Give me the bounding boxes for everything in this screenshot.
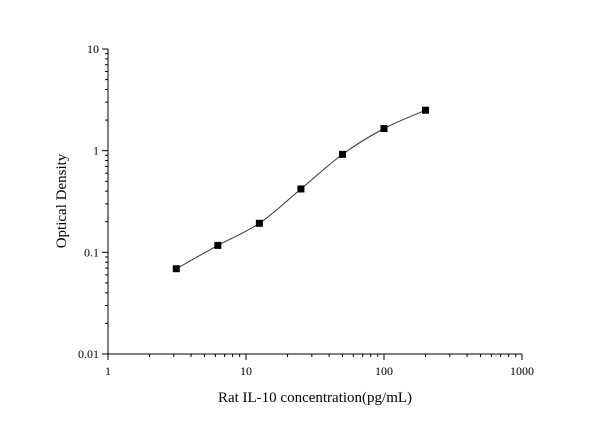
y-axis-label: Optical Density <box>54 153 70 248</box>
y-tick-label: 0.01 <box>78 347 99 361</box>
y-tick-label: 0.1 <box>84 245 99 259</box>
x-tick-label: 1000 <box>510 364 534 378</box>
data-point-marker <box>255 219 263 227</box>
data-point-marker <box>422 106 430 114</box>
data-point-marker <box>380 125 388 133</box>
data-point-marker <box>172 265 180 273</box>
x-axis-ticks: 1 10 100 1000 <box>105 354 534 378</box>
x-tick-label: 1 <box>105 364 111 378</box>
data-point-marker <box>338 150 346 158</box>
data-point-marker <box>297 185 305 193</box>
x-tick-label: 100 <box>375 364 393 378</box>
y-axis-ticks: 0.01 0.1 1 10 <box>78 42 108 361</box>
data-points <box>172 106 430 273</box>
x-axis-label: Rat IL-10 concentration(pg/mL) <box>218 390 412 406</box>
plot-area: 1 10 100 1000 0.01 0.1 1 10 <box>78 42 534 378</box>
y-tick-label: 1 <box>93 144 99 158</box>
x-tick-label: 10 <box>240 364 252 378</box>
data-point-marker <box>214 241 222 249</box>
y-tick-label: 10 <box>87 42 99 56</box>
